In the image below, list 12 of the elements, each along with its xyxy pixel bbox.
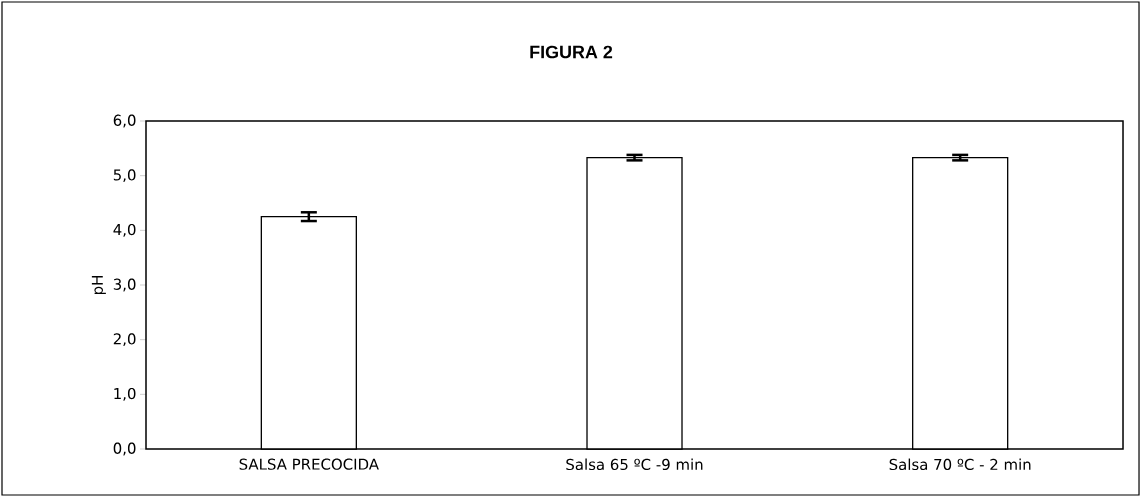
chart-title: FIGURA 2 bbox=[530, 45, 613, 59]
y-axis-title: pH bbox=[91, 276, 106, 294]
y-tick-label: 4,0 bbox=[113, 223, 136, 237]
y-tick-label: 3,0 bbox=[113, 278, 136, 292]
y-tick-label: 0,0 bbox=[113, 442, 136, 456]
x-tick-label: SALSA PRECOCIDA bbox=[239, 458, 379, 470]
y-tick-label: 1,0 bbox=[114, 387, 136, 401]
x-tick-label: Salsa 65 ºC -9 min bbox=[566, 458, 703, 471]
y-tick-label: 5,0 bbox=[113, 169, 136, 183]
y-tick-label: 2,0 bbox=[113, 333, 136, 347]
y-tick-label: 6,0 bbox=[113, 114, 136, 128]
x-tick-label: Salsa 70 ºC - 2 min bbox=[889, 458, 1031, 471]
